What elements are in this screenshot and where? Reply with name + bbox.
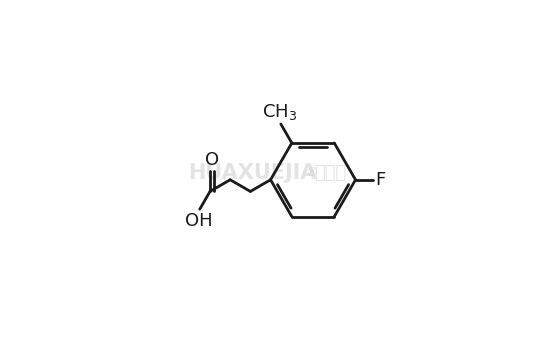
Text: ®: ® [305, 166, 318, 179]
Text: CH$_3$: CH$_3$ [262, 102, 297, 122]
Text: HUAXUEJIA: HUAXUEJIA [188, 163, 317, 183]
Text: F: F [375, 171, 385, 189]
Text: OH: OH [185, 212, 212, 230]
Text: 化学加: 化学加 [314, 164, 347, 182]
Text: O: O [205, 151, 220, 169]
